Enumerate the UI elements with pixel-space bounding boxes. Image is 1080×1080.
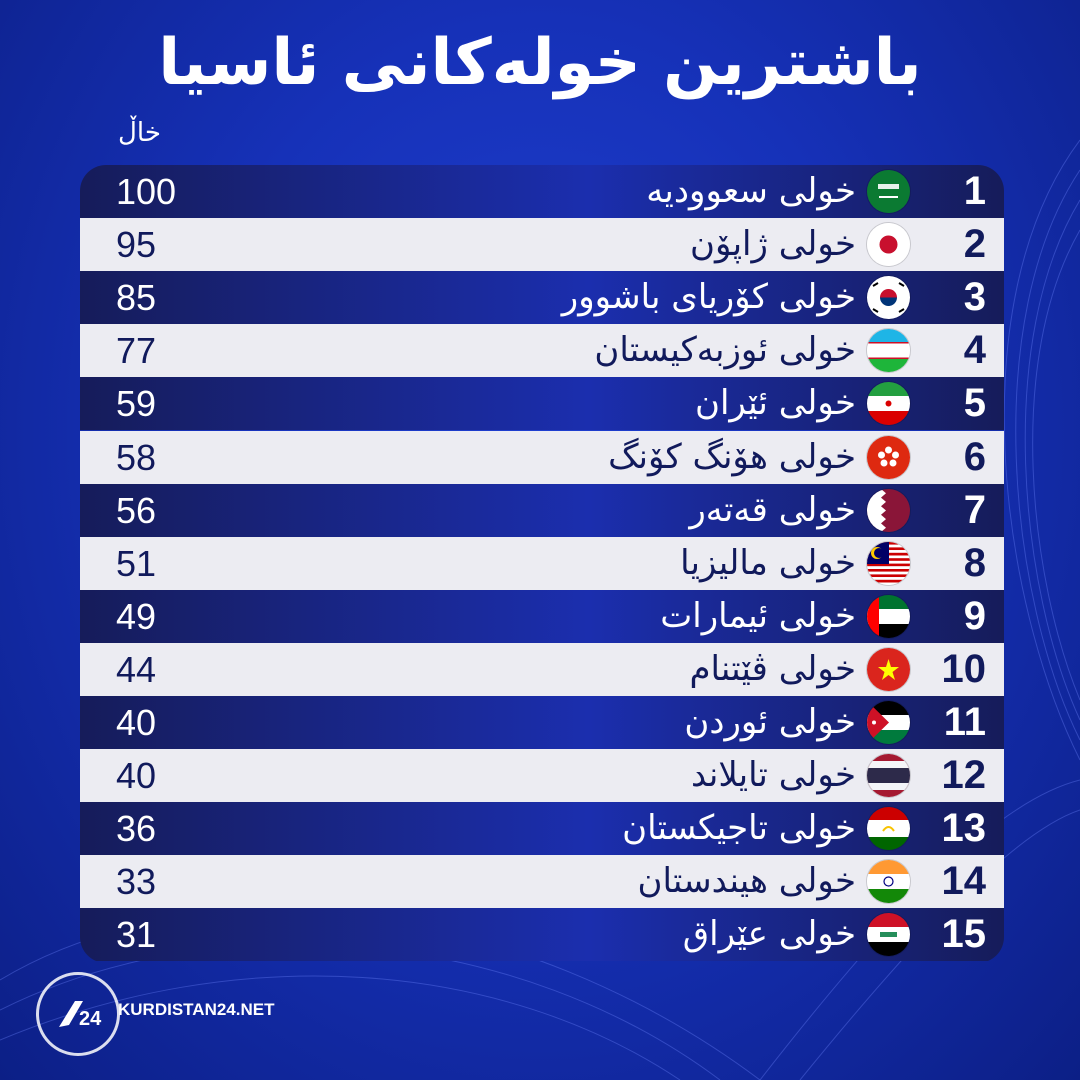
rank-number: 13	[941, 806, 987, 851]
rank-number: 12	[941, 753, 987, 798]
league-name: خولی تایلاند	[691, 755, 856, 796]
league-name: خولی ئێران	[695, 383, 856, 424]
saudi-arabia-flag-icon	[867, 170, 910, 213]
uzbekistan-flag-icon	[867, 329, 910, 373]
rank-number: 15	[941, 912, 987, 957]
leagues-ranking-table: 1 خولی سعوودیه 100 2 خولی ژاپۆن 95 3 خولی کۆریا…	[80, 165, 1004, 963]
league-name: خولی ژاپۆن	[690, 224, 856, 265]
league-name: خولی کۆریای باشوور	[561, 277, 856, 318]
rank-number: 11	[943, 700, 986, 744]
rank-number: 8	[963, 540, 986, 585]
brand-url: KURDISTAN24.NET	[118, 1000, 275, 1019]
league-points: 44	[116, 648, 157, 690]
points-column-label: خاڵ	[118, 118, 161, 148]
table-row: 3 خولی کۆریای باشوور 85	[80, 271, 1004, 325]
japan-flag-icon	[867, 223, 910, 267]
table-row: 9 خولی ئیمارات 49	[80, 589, 1004, 643]
league-name: خولی سعوودیه	[646, 171, 856, 211]
rank-number: 6	[963, 434, 986, 479]
hong-kong-flag-icon	[867, 435, 910, 479]
rank-number: 1	[963, 169, 986, 213]
league-points: 33	[116, 861, 157, 903]
league-points: 31	[116, 914, 157, 956]
table-row: 15 خولی عێراق 31	[80, 908, 1004, 962]
league-points: 58	[116, 436, 157, 478]
iraq-flag-icon	[867, 913, 910, 957]
table-row: 4 خولی ئوزبەکیستان 77	[80, 324, 1004, 378]
league-points: 40	[116, 702, 157, 743]
kurdistan24-logo-icon: 24	[36, 972, 120, 1056]
league-name: خولی ڤێتنام	[689, 648, 856, 689]
league-name: خولی عێراق	[682, 914, 856, 955]
league-points: 51	[116, 542, 157, 584]
tajikistan-flag-icon	[867, 807, 910, 851]
malaysia-flag-icon	[867, 541, 910, 585]
league-name: خولی ئیمارات	[660, 595, 856, 636]
league-points: 77	[116, 330, 157, 372]
table-row: 5 خولی ئێران 59	[80, 377, 1004, 431]
south-korea-flag-icon	[867, 276, 910, 320]
league-name: خولی ئوردن	[684, 702, 856, 742]
table-row: 1 خولی سعوودیه 100	[80, 165, 1004, 218]
page-title: باشترین خولەکانی ئاسیا	[158, 26, 922, 100]
league-name: خولی مالیزیا	[680, 542, 856, 583]
league-name: خولی هۆنگ کۆنگ	[608, 436, 856, 477]
league-points: 36	[116, 808, 157, 850]
rank-number: 5	[963, 381, 986, 426]
rank-number: 10	[941, 646, 987, 691]
table-row: 2 خولی ژاپۆن 95	[80, 218, 1004, 272]
table-row: 8 خولی مالیزیا 51	[80, 536, 1004, 590]
league-points: 56	[116, 489, 157, 531]
table-row: 12 خولی تایلاند 40	[80, 749, 1004, 803]
table-row: 6 خولی هۆنگ کۆنگ 58	[80, 430, 1004, 484]
svg-text:24: 24	[79, 1008, 102, 1030]
rank-number: 7	[963, 487, 986, 532]
table-row: 13 خولی تاجیکستان 36	[80, 802, 1004, 856]
table-row: 10 خولی ڤێتنام 44	[80, 642, 1004, 696]
league-points: 49	[116, 595, 157, 637]
league-points: 95	[116, 224, 157, 266]
rank-number: 3	[963, 275, 986, 320]
rank-number: 2	[963, 222, 986, 267]
league-points: 59	[116, 383, 157, 425]
rank-number: 14	[941, 859, 987, 904]
table-row: 14 خولی هیندستان 33	[80, 855, 1004, 909]
league-name: خولی هیندستان	[637, 861, 856, 902]
table-row: 7 خولی قەتەر 56	[80, 483, 1004, 537]
league-name: خولی قەتەر	[689, 489, 856, 530]
iran-flag-icon	[867, 382, 910, 426]
rank-number: 9	[963, 593, 986, 638]
league-points: 100	[116, 171, 177, 212]
league-points: 40	[116, 755, 157, 797]
league-name: خولی تاجیکستان	[622, 808, 856, 849]
india-flag-icon	[867, 860, 910, 904]
vietnam-flag-icon	[867, 647, 910, 691]
league-points: 85	[116, 277, 157, 319]
qatar-flag-icon	[867, 488, 910, 532]
thailand-flag-icon	[867, 754, 910, 798]
league-name: خولی ئوزبەکیستان	[594, 330, 856, 371]
uae-flag-icon	[867, 594, 910, 638]
table-row: 11 خولی ئوردن 40	[80, 696, 1004, 749]
jordan-flag-icon	[867, 701, 910, 744]
rank-number: 4	[963, 328, 986, 373]
